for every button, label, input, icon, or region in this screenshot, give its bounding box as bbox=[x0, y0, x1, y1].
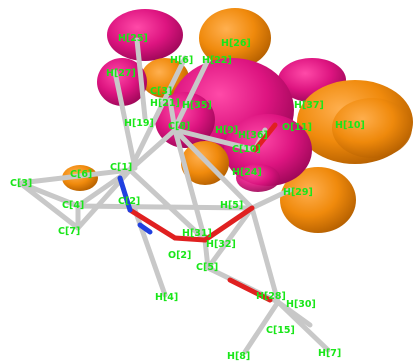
atom-label: H[21] bbox=[150, 98, 180, 109]
atom-label: C[3] bbox=[150, 86, 172, 97]
atom-label: H[29] bbox=[283, 187, 313, 198]
atom-labels: H[25] H[26] H[6] H[27] C[3] H[21] H[22] … bbox=[10, 33, 365, 362]
orbital-lobe bbox=[280, 167, 356, 233]
atom-label: O[11] bbox=[282, 122, 312, 133]
atom-label: C[7] bbox=[58, 226, 80, 237]
atom-label: H[19] bbox=[124, 118, 154, 129]
atom-label: H[27] bbox=[106, 68, 136, 79]
atom-label: C[5] bbox=[196, 262, 218, 273]
atom-label: C[8] bbox=[168, 121, 190, 132]
atom-label: C[15] bbox=[266, 325, 295, 336]
atom-label: O[2] bbox=[168, 250, 191, 261]
atom-label: H[31] bbox=[182, 228, 212, 239]
orbital-lobe bbox=[107, 9, 183, 61]
atom-label: H[8] bbox=[227, 351, 250, 362]
bonds bbox=[17, 37, 331, 355]
atom-label: C[10] bbox=[232, 144, 261, 155]
atom-label: H[35] bbox=[182, 100, 212, 111]
atom-label: H[26] bbox=[221, 38, 251, 49]
atom-label: H[4] bbox=[155, 292, 178, 303]
atom-label: H[6] bbox=[170, 55, 193, 66]
atom-label: H[32] bbox=[206, 239, 236, 250]
orbital-lobe bbox=[236, 164, 280, 192]
atom-label: H[7] bbox=[318, 348, 341, 359]
atom-label: H[22] bbox=[202, 55, 232, 66]
atom-label: C[3] bbox=[10, 178, 32, 189]
atom-label: C[4] bbox=[62, 200, 84, 211]
atom-label: H[25] bbox=[118, 33, 148, 44]
atom-label: H[5] bbox=[220, 200, 243, 211]
orbital-lobe bbox=[332, 98, 412, 158]
atom-label: C[2] bbox=[118, 196, 140, 207]
orbital-lobe bbox=[97, 58, 147, 106]
atom-label: H[24] bbox=[232, 167, 262, 178]
atom-label: H[30] bbox=[286, 299, 316, 310]
atom-label: H[28] bbox=[256, 291, 286, 302]
atom-label: H[10] bbox=[335, 120, 365, 131]
atom-label: C[1] bbox=[110, 162, 132, 173]
orbital-lobes-front bbox=[236, 98, 412, 192]
atom-label: H[37] bbox=[294, 100, 324, 111]
atom-label: H[36] bbox=[238, 130, 268, 141]
orbital-lobe bbox=[199, 8, 271, 68]
atom-label: C[6] bbox=[70, 169, 92, 180]
atom-label: H[9] bbox=[215, 125, 238, 136]
